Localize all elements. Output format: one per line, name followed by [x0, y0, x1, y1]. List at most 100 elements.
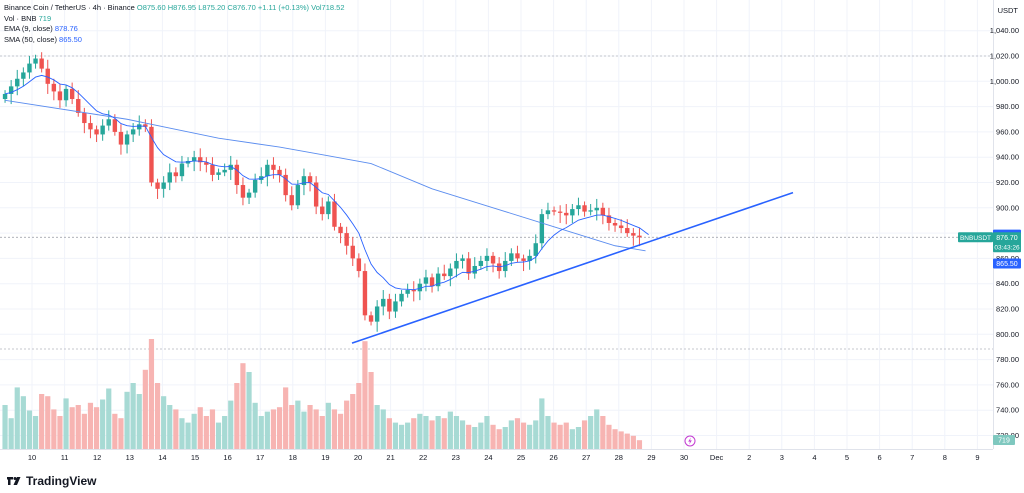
- symbol-row[interactable]: Binance Coin / TetherUS · 4h · Binance O…: [4, 3, 345, 14]
- candle-body: [118, 131, 124, 145]
- candle-body: [76, 99, 81, 113]
- volume-bar: [270, 409, 277, 449]
- candle-body: [588, 210, 593, 212]
- candle-body: [545, 210, 551, 215]
- volume-bar: [411, 418, 417, 449]
- sma-label: SMA (50, close): [4, 34, 57, 44]
- volume-bar: [20, 396, 26, 449]
- price-tick-label: 840.00: [996, 279, 1019, 288]
- volume-bar: [520, 422, 527, 449]
- volume-bar: [14, 387, 20, 449]
- ema-row[interactable]: EMA (9, close) 878.76: [4, 24, 345, 35]
- candle-body: [252, 179, 258, 193]
- candle-body: [45, 68, 50, 84]
- candle-body: [576, 205, 581, 210]
- volume-bar: [307, 405, 313, 449]
- price-tick-label: 800.00: [996, 330, 1019, 339]
- price-tick-label: 860.00: [996, 254, 1019, 263]
- candle-body: [173, 172, 179, 177]
- volume-bar: [234, 383, 240, 449]
- time-tick-label: 8: [943, 453, 947, 462]
- candle-body: [338, 226, 343, 234]
- volume-bar: [252, 402, 258, 449]
- price-tick-label: 980.00: [996, 102, 1019, 111]
- volume-row[interactable]: Vol · BNB 719: [4, 14, 345, 25]
- lightning-icon[interactable]: [684, 435, 696, 447]
- candle-body: [161, 182, 166, 189]
- candle-body: [478, 260, 484, 266]
- volume-bar: [173, 409, 179, 449]
- price-tick-label: 1,020.00: [990, 52, 1019, 61]
- price-tick-label: 760.00: [996, 380, 1019, 389]
- volume-bar: [337, 413, 344, 449]
- time-tick-label: Dec: [710, 453, 724, 462]
- volume-bar: [222, 416, 228, 449]
- candle-body: [539, 214, 545, 244]
- time-tick-label: 9: [975, 453, 979, 462]
- price-tick-label: 960.00: [996, 127, 1019, 136]
- time-axis[interactable]: 10 11 12 13 14 15 16 17 18 19 20 21 22 23 24 25 26 27 28 29…: [28, 453, 980, 462]
- volume-bar: [459, 420, 466, 449]
- price-tick-label: 820.00: [996, 305, 1019, 314]
- volume-bar: [100, 399, 106, 449]
- candle-body: [130, 129, 136, 135]
- candle-body: [527, 255, 532, 261]
- currency-label[interactable]: USDT: [997, 6, 1018, 15]
- volume-bar: [539, 398, 545, 449]
- time-tick-label: 26: [549, 453, 557, 462]
- volume-bar: [551, 422, 557, 449]
- volume-bar: [624, 433, 630, 449]
- time-tick-label: 19: [321, 453, 329, 462]
- price-tick-label: 900.00: [996, 203, 1019, 212]
- volume-bar: [179, 418, 185, 449]
- candle-body: [600, 207, 606, 216]
- volume-bar: [429, 420, 435, 449]
- volume-bar: [130, 383, 136, 449]
- volume-bar: [112, 413, 118, 449]
- candle-body: [167, 172, 172, 183]
- volume-bar: [185, 422, 191, 449]
- candle-body: [612, 222, 618, 226]
- volume-bar: [557, 424, 563, 449]
- candle-body: [393, 301, 398, 312]
- lightning-icon-bolt: [688, 437, 692, 445]
- trendline-path: [351, 191, 794, 344]
- ema-path: [4, 74, 649, 291]
- tradingview-logo[interactable]: TradingView: [6, 474, 96, 488]
- candle-body: [381, 298, 386, 307]
- volume-bar: [453, 416, 460, 449]
- volume-bar: [331, 409, 338, 449]
- volume-bar: [594, 409, 600, 449]
- candle-body: [21, 72, 26, 79]
- volume-bar: [575, 427, 582, 449]
- candle-body: [387, 298, 392, 312]
- time-tick-label: 16: [223, 453, 231, 462]
- volume-bar: [209, 409, 216, 449]
- tradingview-icon: [7, 477, 21, 485]
- volume-bar: [441, 418, 447, 449]
- volume-bar: [350, 394, 356, 449]
- candle-body: [51, 83, 57, 92]
- volume-bar: [417, 413, 423, 449]
- volume-bar: [508, 420, 514, 449]
- volume-bar: [264, 411, 270, 449]
- candle-body: [368, 315, 374, 322]
- symbol-title: Binance Coin / TetherUS · 4h · Binance: [4, 3, 135, 12]
- ohlc-volume: Vol718.52: [311, 3, 345, 12]
- volume-bars: [2, 339, 643, 449]
- candle-body: [69, 88, 75, 100]
- volume-tag-text: 719: [998, 438, 1010, 445]
- volume-bar: [57, 416, 63, 449]
- pair-tag-text: BNBUSDT: [960, 235, 991, 242]
- candle-body: [259, 176, 264, 180]
- volume-bar: [161, 396, 167, 449]
- candle-body: [484, 255, 490, 261]
- volume-bar: [8, 418, 14, 449]
- volume-bar: [563, 422, 569, 449]
- ohlc-high: H876.95: [167, 3, 197, 12]
- sma-row[interactable]: SMA (50, close) 865.50: [4, 35, 345, 46]
- volume-bar: [478, 422, 484, 449]
- candle-body: [551, 210, 557, 212]
- trendline[interactable]: [351, 191, 794, 344]
